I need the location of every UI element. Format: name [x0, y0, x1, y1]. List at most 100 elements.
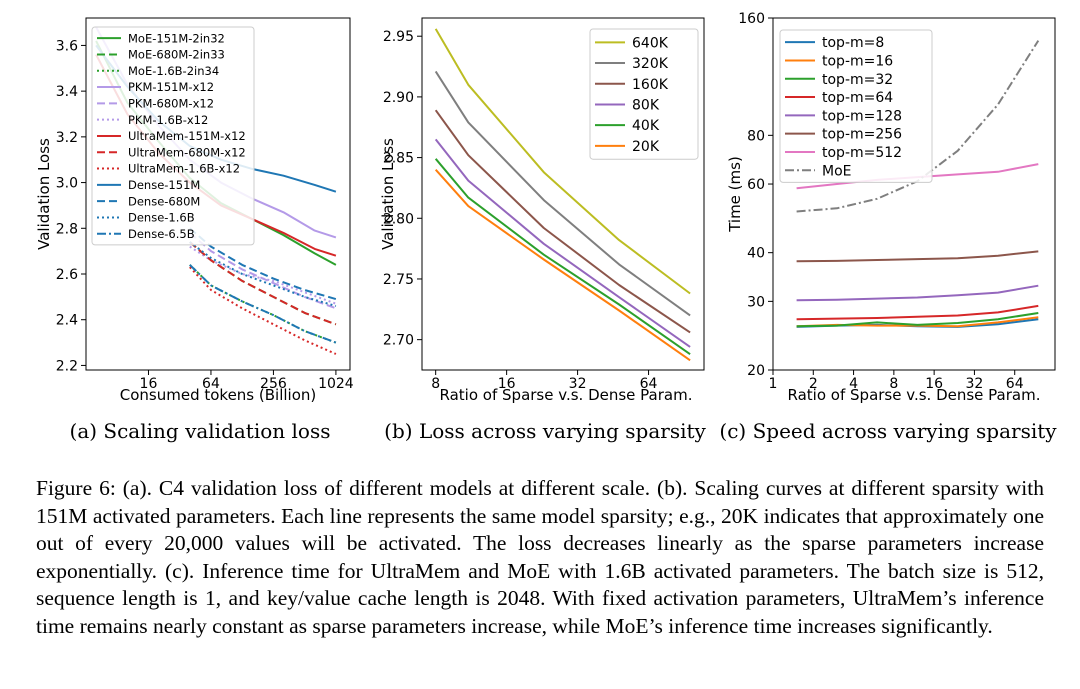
x-tick-label: 1: [769, 376, 778, 392]
series-line-80K: [434, 138, 691, 348]
legend-label: PKM-1.6B-x12: [128, 113, 208, 127]
subcaption-c: (c) Speed across varying sparsity: [719, 419, 1057, 443]
legend-box: [91, 26, 255, 246]
series-line-UltraMem-680M-x12: [189, 241, 337, 326]
series-line-Dense-6.5B: [189, 264, 337, 344]
y-tick-label: 3.6: [56, 38, 78, 54]
x-tick-label: 32: [569, 376, 587, 392]
y-tick-label: 20: [747, 363, 765, 379]
legend-label: top-m=128: [822, 108, 902, 124]
legend-label: 40K: [632, 118, 660, 134]
x-tick-label: 256: [260, 376, 287, 392]
plot-a-frame: [85, 17, 351, 371]
legend-label: Dense-1.6B: [128, 211, 195, 225]
series-line-top-m=256: [796, 250, 1039, 263]
plot-a-ylabel: Validation Loss: [35, 138, 53, 250]
legend-label: MoE-151M-2in32: [128, 31, 225, 45]
legend-label: PKM-151M-x12: [128, 80, 214, 94]
y-tick-label: 3.0: [56, 176, 78, 192]
series-line-320K: [434, 70, 691, 317]
series-line-PKM-680M-x12: [189, 232, 337, 310]
x-tick-label: 16: [498, 376, 516, 392]
plot-b: 8 16 32 64 2.70 2.75 2.80 2.85 2.90 2.95 640K 320K 1…: [383, 28, 699, 392]
legend-label: MoE-1.6B-2in34: [128, 64, 219, 78]
plot-a: 16 64 256 1024 2.2 2.4 2.6 2.8 3.0 3.2 3.4 3.6 MoE-1…: [56, 26, 354, 392]
legend-label: PKM-680M-x12: [128, 96, 214, 110]
x-tick-label: 64: [1006, 376, 1024, 392]
x-tick-label: 8: [889, 376, 898, 392]
subcaption-b: (b) Loss across varying sparsity: [384, 419, 706, 443]
y-tick-label: 30: [747, 294, 765, 310]
y-tick-label: 2.70: [383, 333, 414, 349]
x-tick-label: 2: [809, 376, 818, 392]
plot-b-ylabel: Validation Loss: [379, 138, 397, 250]
plot-b-frame: [421, 17, 705, 371]
y-tick-label: 40: [747, 246, 765, 262]
x-tick-label: 8: [431, 376, 440, 392]
legend-label: 160K: [632, 77, 669, 93]
x-tick-label: 64: [640, 376, 658, 392]
x-tick-label: 16: [925, 376, 943, 392]
y-tick-label: 3.2: [56, 130, 78, 146]
series-line-top-m=128: [796, 284, 1039, 302]
plot-a-xlabel: Consumed tokens (Billion): [120, 386, 317, 404]
y-tick-label: 3.4: [56, 84, 78, 100]
y-tick-label: 2.6: [56, 267, 78, 283]
y-tick-label: 2.90: [383, 90, 414, 106]
series-line-PKM-1.6B-x12: [189, 245, 337, 305]
x-tick-label: 4: [849, 376, 858, 392]
plot-c-ylabel: Time (ms): [726, 156, 744, 233]
plot-b-xlabel: Ratio of Sparse v.s. Dense Param.: [440, 386, 693, 404]
series-line-top-m=32: [796, 312, 1039, 328]
figure-caption: Figure 6: (a). C4 validation loss of dif…: [36, 476, 1044, 638]
y-tick-label: 2.85: [383, 151, 414, 167]
x-tick-label: 1024: [318, 376, 354, 392]
plot-c-xlabel: Ratio of Sparse v.s. Dense Param.: [788, 386, 1041, 404]
x-tick-label: 16: [140, 376, 158, 392]
legend-label: MoE: [822, 163, 852, 179]
series-line-MoE-680M-2in33: [189, 241, 337, 326]
y-tick-label: 2.95: [383, 29, 414, 45]
legend-label: 20K: [632, 139, 660, 155]
y-tick-label: 2.75: [383, 272, 414, 288]
legend-label: 80K: [632, 97, 660, 113]
series-line-UltraMem-1.6B-x12: [189, 266, 337, 355]
y-tick-label: 2.4: [56, 313, 78, 329]
series-line-Dense-680M: [189, 227, 337, 301]
y-tick-label: 2.8: [56, 221, 78, 237]
legend-label: top-m=32: [822, 72, 893, 88]
series-line-top-m=64: [796, 304, 1039, 321]
y-tick-label: 80: [747, 128, 765, 144]
legend-label: Dense-680M: [128, 194, 200, 208]
legend-label: UltraMem-680M-x12: [128, 145, 246, 159]
series-line-MoE-1.6B-2in34: [189, 264, 337, 344]
series-line-20K: [434, 169, 691, 362]
series-line-160K: [434, 109, 691, 334]
legend-label: top-m=16: [822, 53, 893, 69]
series-line-640K: [434, 28, 691, 295]
series-line-40K: [434, 158, 691, 356]
y-tick-label: 60: [747, 177, 765, 193]
y-tick-label: 2.2: [56, 358, 78, 374]
legend-label: top-m=64: [822, 90, 893, 106]
subcaption-a: (a) Scaling validation loss: [70, 419, 331, 443]
x-tick-label: 32: [966, 376, 984, 392]
legend-label: top-m=8: [822, 35, 884, 51]
legend-label: MoE-680M-2in33: [128, 48, 225, 62]
x-tick-label: 64: [202, 376, 220, 392]
legend-label: top-m=256: [822, 127, 902, 143]
y-tick-label: 160: [738, 11, 765, 27]
legend-label: 320K: [632, 56, 669, 72]
legend-box: [779, 29, 933, 183]
legend-label: top-m=512: [822, 145, 902, 161]
legend-label: 640K: [632, 35, 669, 51]
plot-c-frame: [772, 17, 1056, 371]
legend-label: UltraMem-151M-x12: [128, 129, 246, 143]
legend-label: UltraMem-1.6B-x12: [128, 162, 240, 176]
plot-c: 1 2 4 8 16 32 64 20 30 40 60 80 160 top-m=8 top-m=16 to…: [738, 11, 1040, 392]
legend-label: Dense-6.5B: [128, 227, 195, 241]
legend-box: [589, 28, 699, 160]
legend-label: Dense-151M: [128, 178, 200, 192]
y-tick-label: 2.80: [383, 211, 414, 227]
